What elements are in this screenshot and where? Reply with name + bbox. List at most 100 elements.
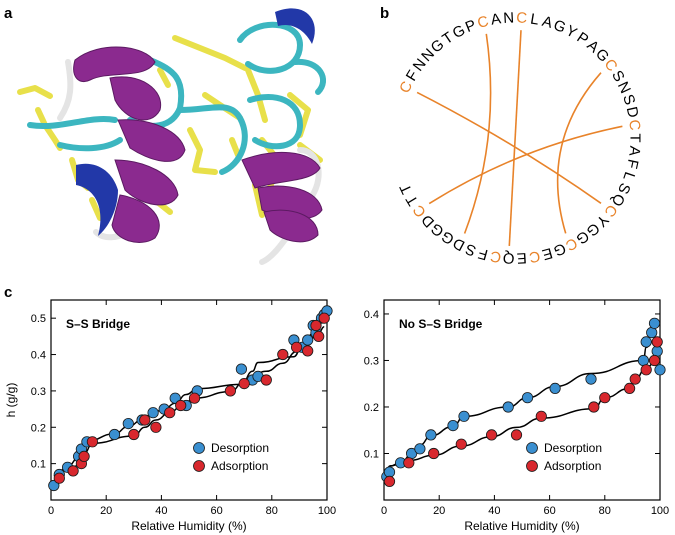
data-point <box>447 419 459 432</box>
data-point <box>648 317 661 329</box>
data-point <box>455 438 467 450</box>
data-point <box>139 414 151 426</box>
data-point <box>535 410 547 422</box>
data-point <box>623 382 636 394</box>
residue-letter: T <box>397 181 416 196</box>
residue-letter: L <box>529 11 540 29</box>
data-point <box>150 421 162 433</box>
cysteine-residue: C <box>489 247 503 266</box>
legend-label: Adsorption <box>544 459 601 473</box>
y-tick-label: 0.3 <box>31 386 46 398</box>
y-tick-label: 0.2 <box>364 402 379 414</box>
data-point <box>502 401 514 413</box>
data-point <box>235 363 247 375</box>
y-tick-label: 0.1 <box>31 459 46 471</box>
helices <box>73 46 323 243</box>
data-point <box>651 336 663 348</box>
data-point <box>238 377 250 390</box>
plot-title: S–S Bridge <box>66 317 130 331</box>
legend-marker <box>526 442 538 454</box>
data-point <box>521 392 534 404</box>
data-point <box>224 385 236 397</box>
disulfide-bridge-arc <box>556 72 602 234</box>
x-tick-label: 0 <box>381 505 387 517</box>
data-point <box>588 401 600 413</box>
legend-marker <box>193 442 205 454</box>
legend-marker <box>193 460 205 472</box>
fit-curve <box>389 356 658 467</box>
data-point <box>67 465 79 477</box>
x-tick-label: 20 <box>433 505 445 517</box>
data-point <box>108 428 121 441</box>
panel-label-c: c <box>4 284 12 301</box>
x-tick-label: 60 <box>210 505 222 517</box>
data-point <box>585 373 597 385</box>
data-point <box>318 312 330 324</box>
residue-letter: D <box>623 105 642 119</box>
residue-letter: F <box>476 244 489 263</box>
x-axis-label: Relative Humidity (%) <box>131 519 246 533</box>
cysteine-residue: C <box>528 247 542 266</box>
y-tick-label: 0.4 <box>364 309 379 321</box>
x-tick-label: 80 <box>599 505 611 517</box>
legend-marker <box>526 460 538 472</box>
data-point <box>425 429 437 441</box>
disulfide-bridge-arc <box>428 125 623 205</box>
chart-ss-bridge: 0 20 40 60 80 100 0.1 0.2 0.3 0.4 0.5 Relative Humi… <box>4 299 336 533</box>
data-point <box>383 466 396 478</box>
fit-curve <box>386 341 661 472</box>
data-point <box>128 428 140 441</box>
residue-letter: T <box>627 133 644 142</box>
x-tick-label: 100 <box>318 505 336 517</box>
data-point <box>53 472 65 484</box>
data-point <box>277 348 289 361</box>
legend-label: Desorption <box>211 441 269 455</box>
data-point <box>651 345 663 357</box>
residue-letter: E <box>540 244 554 263</box>
data-point <box>302 334 314 346</box>
plot-frame <box>50 299 328 501</box>
y-tick-label: 0.4 <box>31 350 46 362</box>
data-point <box>78 450 90 462</box>
y-tick-label: 0.2 <box>31 422 46 434</box>
residue-letter: A <box>625 145 643 157</box>
panel-label-a: a <box>4 5 13 22</box>
data-point <box>485 429 498 441</box>
data-point <box>175 399 187 412</box>
residue-letter: N <box>503 9 515 27</box>
legend-label: Desorption <box>544 441 602 455</box>
data-point <box>310 319 322 332</box>
data-point <box>383 475 396 487</box>
plot-title: No S–S Bridge <box>399 317 483 331</box>
data-point <box>147 407 159 419</box>
blue-turns <box>76 8 315 236</box>
data-point <box>86 436 99 448</box>
cysteine-residue: C <box>625 119 643 132</box>
data-point <box>122 417 134 430</box>
x-tick-label: 20 <box>100 505 112 517</box>
data-point <box>654 364 666 376</box>
data-point <box>648 354 661 367</box>
data-point <box>640 336 652 348</box>
residue-letter: F <box>623 157 642 170</box>
x-tick-label: 40 <box>488 505 500 517</box>
data-point <box>599 392 611 404</box>
y-tick-label: 0.1 <box>364 448 379 460</box>
data-point <box>403 457 415 469</box>
data-point <box>302 345 314 357</box>
disulfide-bridge-arc <box>463 33 492 234</box>
y-tick-label: 0.5 <box>31 313 46 325</box>
data-point <box>414 443 426 455</box>
data-point <box>164 407 176 419</box>
panel-label-b: b <box>380 5 389 22</box>
data-point <box>188 392 201 404</box>
x-axis-label: Relative Humidity (%) <box>464 519 579 533</box>
coil-segments <box>27 21 326 175</box>
residue-letter: Q <box>502 249 515 267</box>
x-tick-label: 60 <box>543 505 555 517</box>
data-point <box>260 374 272 386</box>
x-tick-label: 100 <box>651 505 669 517</box>
data-point <box>629 373 641 385</box>
